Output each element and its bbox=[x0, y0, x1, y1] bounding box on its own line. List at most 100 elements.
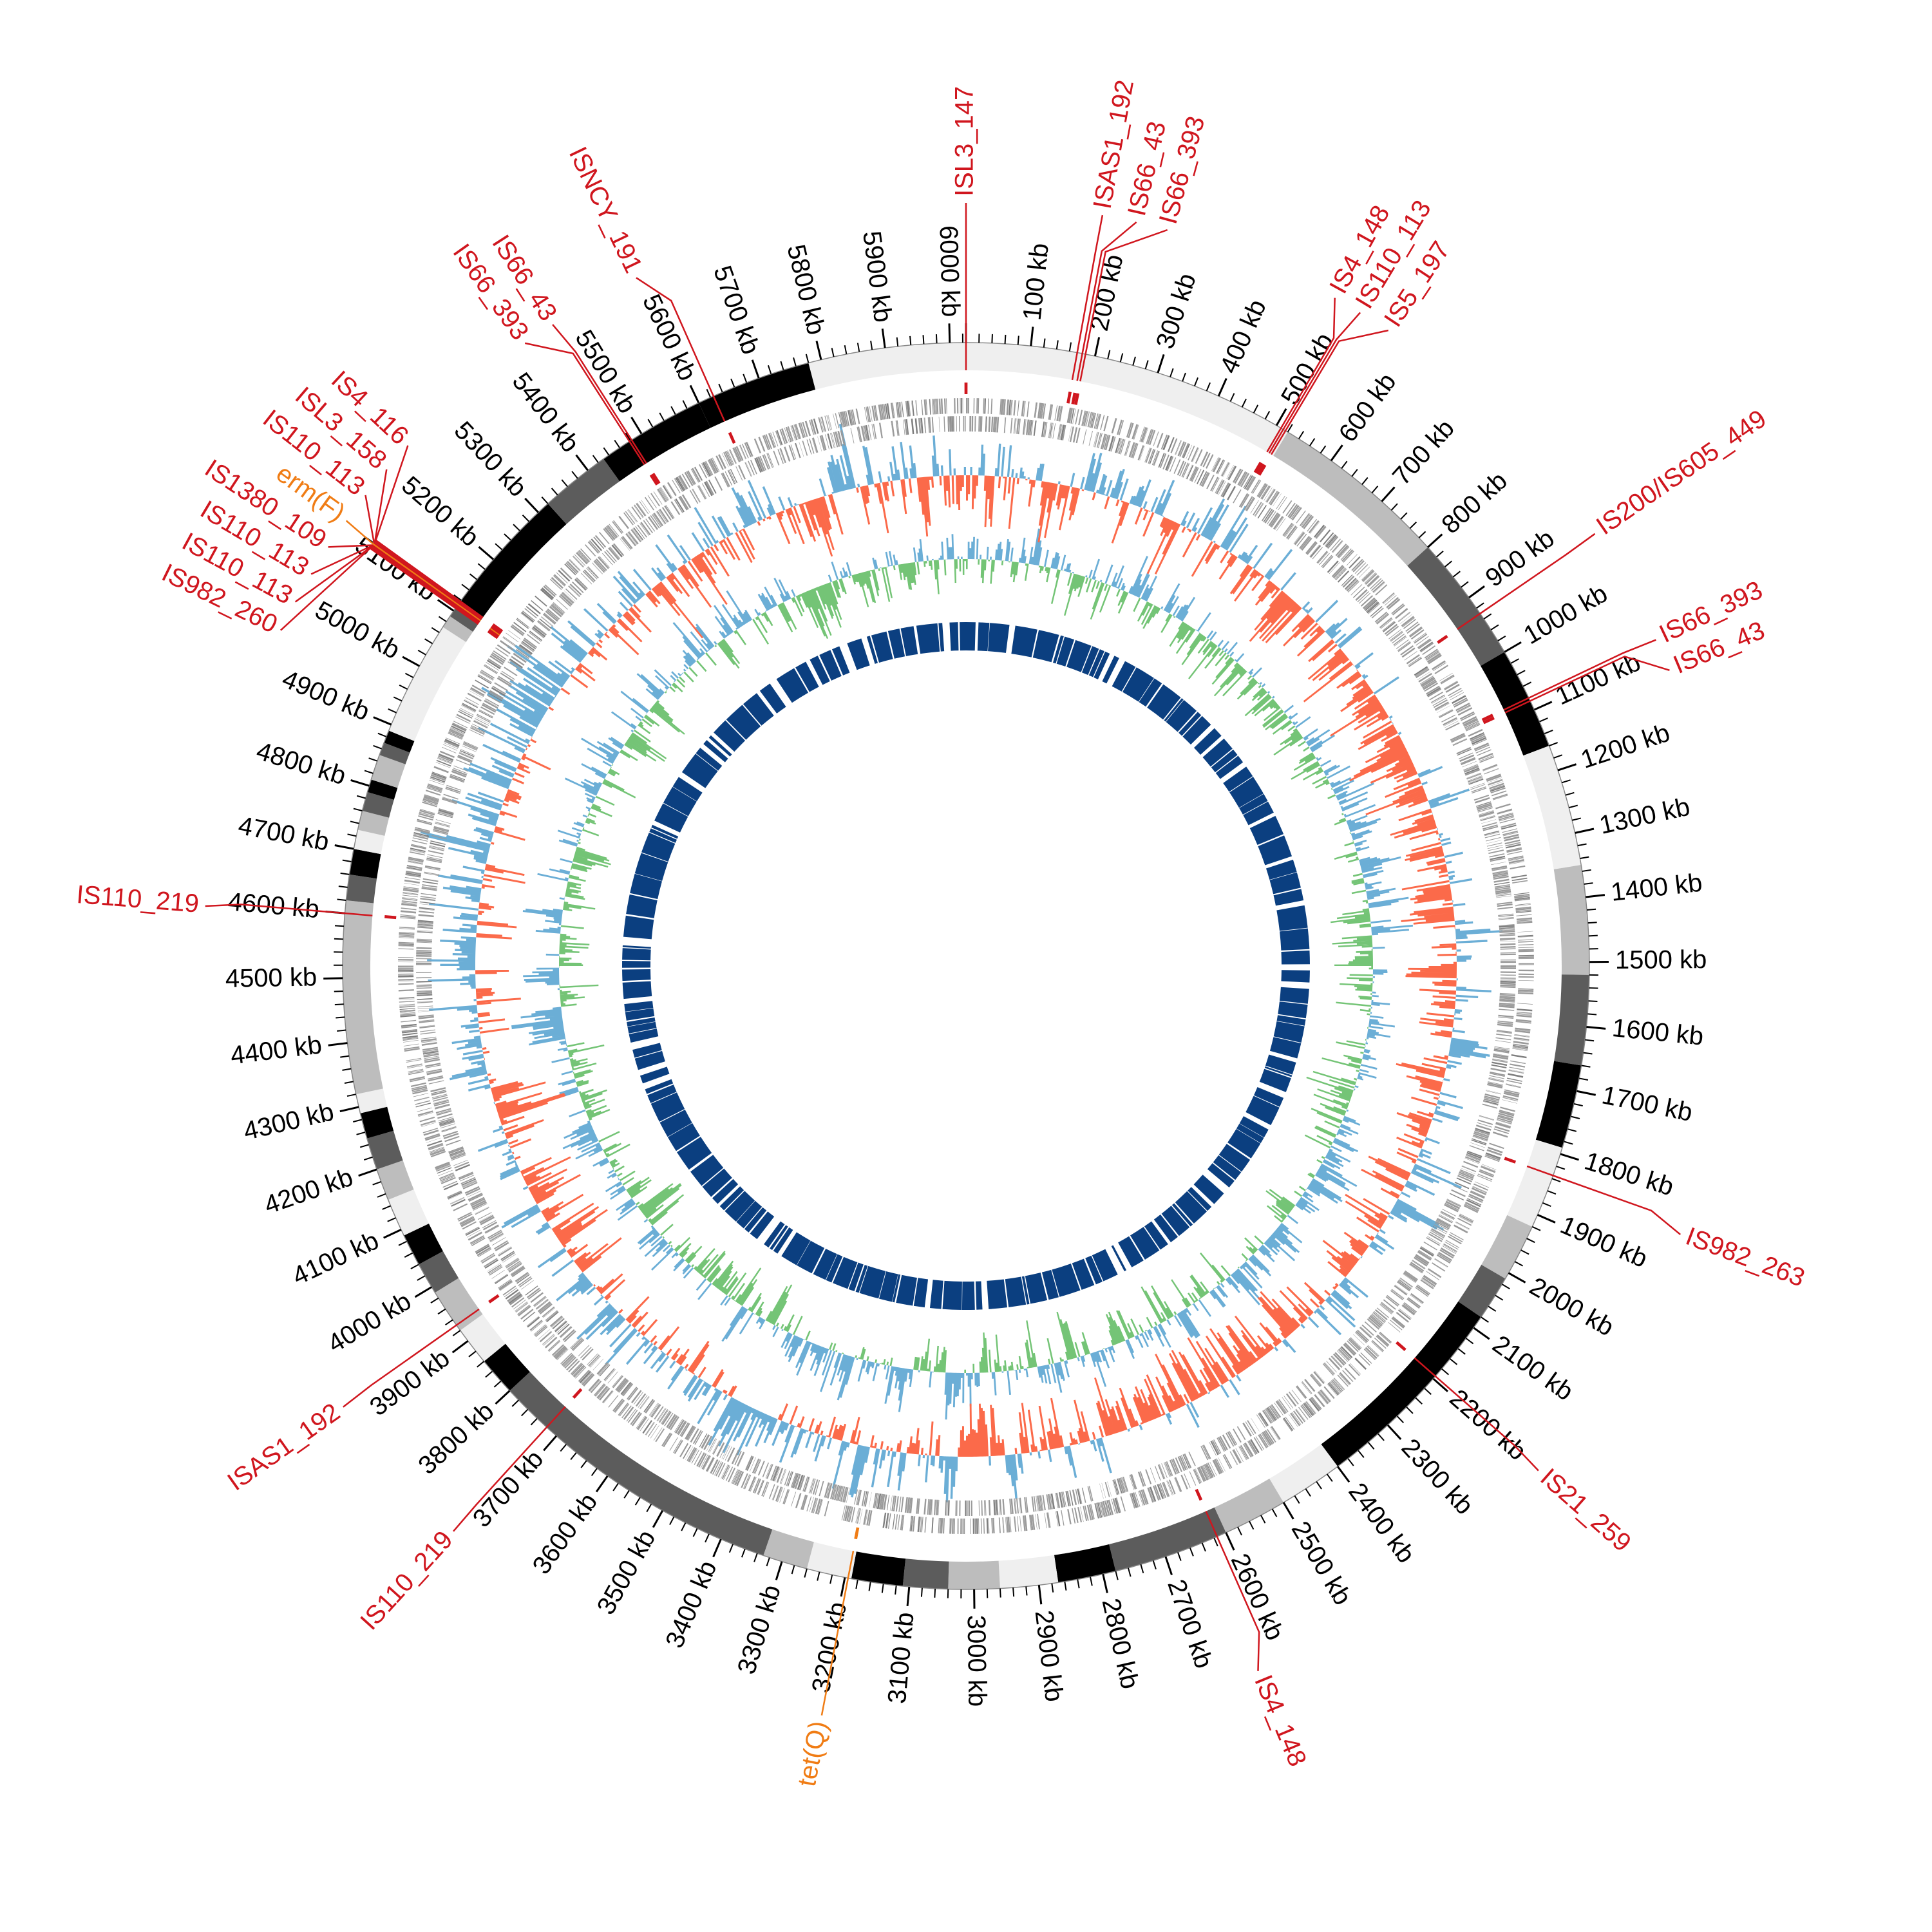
gene-mark bbox=[402, 1039, 419, 1043]
gene-mark bbox=[399, 1000, 415, 1003]
gene-mark bbox=[1296, 533, 1307, 547]
gene-mark bbox=[1430, 1230, 1444, 1239]
gene-mark bbox=[710, 1459, 719, 1474]
gene-mark bbox=[753, 1459, 761, 1474]
tick-label: 2900 kb bbox=[1030, 1609, 1068, 1703]
gene-mark bbox=[419, 1020, 435, 1023]
gene-mark bbox=[479, 709, 493, 717]
gene-mark bbox=[551, 1316, 564, 1328]
gene-mark bbox=[459, 752, 474, 759]
gene-mark bbox=[462, 743, 477, 751]
gene-mark bbox=[855, 408, 860, 424]
gene-mark bbox=[1486, 842, 1502, 847]
gene-mark bbox=[554, 1347, 567, 1358]
ideogram-band bbox=[806, 1542, 857, 1579]
gene-mark bbox=[419, 811, 435, 817]
gene-mark bbox=[1283, 1396, 1294, 1408]
gene-mark bbox=[1128, 422, 1134, 439]
major-tick bbox=[383, 1229, 402, 1239]
feature-position-mark bbox=[1071, 392, 1077, 405]
gene-mark bbox=[1245, 476, 1255, 490]
gene-mark bbox=[416, 980, 432, 983]
gene-mark bbox=[1250, 1439, 1260, 1454]
gene-mark bbox=[469, 726, 485, 735]
inner-band-segment bbox=[622, 945, 651, 949]
gene-mark bbox=[516, 618, 530, 628]
gene-mark bbox=[649, 1403, 659, 1417]
gene-mark bbox=[714, 1461, 722, 1476]
gene-mark bbox=[1421, 1278, 1435, 1288]
gene-mark bbox=[715, 455, 724, 470]
gene-mark bbox=[864, 425, 868, 441]
gene-mark bbox=[1325, 534, 1336, 547]
ideogram-band bbox=[902, 1558, 949, 1589]
gene-mark bbox=[620, 1381, 631, 1395]
gene-mark bbox=[1515, 909, 1531, 913]
gene-mark bbox=[1291, 1389, 1302, 1403]
gene-mark bbox=[1442, 1208, 1456, 1217]
gene-mark bbox=[1420, 642, 1434, 653]
gene-mark bbox=[1119, 439, 1124, 455]
gene-mark bbox=[1227, 465, 1235, 480]
gene-mark bbox=[679, 1443, 689, 1457]
gene-mark bbox=[1202, 1444, 1211, 1459]
gene-mark bbox=[1366, 601, 1379, 612]
gene-mark bbox=[1457, 707, 1473, 716]
gene-mark bbox=[1323, 1386, 1335, 1399]
gene-mark bbox=[1494, 882, 1510, 886]
gene-mark bbox=[1091, 413, 1097, 428]
gene-mark bbox=[1514, 1030, 1531, 1034]
gene-mark bbox=[738, 464, 746, 480]
gene-mark bbox=[1364, 1348, 1376, 1359]
gene-mark bbox=[1303, 516, 1314, 529]
gene-mark bbox=[564, 564, 576, 576]
gene-mark bbox=[407, 1065, 423, 1069]
minor-tick bbox=[1583, 1052, 1593, 1055]
gene-mark bbox=[612, 1375, 623, 1388]
ideogram-band bbox=[1507, 1139, 1562, 1227]
gene-mark bbox=[1472, 737, 1487, 745]
gene-mark bbox=[430, 776, 446, 783]
gene-mark bbox=[515, 649, 529, 659]
gene-mark bbox=[1376, 1336, 1388, 1347]
gene-mark bbox=[469, 690, 483, 699]
gene-mark bbox=[1514, 895, 1530, 899]
gene-mark bbox=[1444, 1241, 1459, 1250]
gene-mark bbox=[721, 473, 729, 488]
gene-mark bbox=[848, 1506, 852, 1522]
gene-mark bbox=[752, 1478, 760, 1493]
gene-mark bbox=[1339, 1372, 1351, 1385]
gene-mark bbox=[1505, 842, 1521, 847]
gene-mark bbox=[467, 1229, 481, 1238]
gene-mark bbox=[1055, 1493, 1059, 1509]
gene-mark bbox=[1499, 1110, 1515, 1117]
gene-mark bbox=[1311, 1374, 1321, 1387]
gene-mark bbox=[991, 1518, 993, 1534]
gene-mark bbox=[1161, 1463, 1168, 1478]
gene-mark bbox=[1401, 1305, 1414, 1316]
gene-mark bbox=[1261, 507, 1271, 522]
gene-mark bbox=[402, 1037, 419, 1040]
gene-mark bbox=[1229, 1431, 1238, 1445]
gene-mark bbox=[1490, 787, 1506, 794]
minor-tick bbox=[706, 388, 712, 398]
gene-mark bbox=[1227, 1432, 1236, 1446]
gene-mark bbox=[1078, 1488, 1083, 1504]
gene-mark bbox=[632, 528, 643, 541]
gene-mark bbox=[1481, 1165, 1496, 1171]
gene-mark bbox=[401, 1023, 417, 1027]
gene-mark bbox=[423, 797, 439, 803]
gene-mark bbox=[1500, 965, 1516, 966]
ideogram-band bbox=[1109, 1507, 1226, 1571]
inner-band-segment bbox=[1122, 667, 1154, 702]
gene-mark bbox=[429, 779, 444, 786]
gene-mark bbox=[438, 811, 453, 816]
gene-mark bbox=[1365, 573, 1378, 585]
inner-band-segment bbox=[1041, 1269, 1059, 1300]
minor-tick bbox=[399, 685, 408, 690]
gene-mark bbox=[1099, 1483, 1104, 1499]
gene-mark bbox=[1367, 1319, 1379, 1330]
gene-mark bbox=[1221, 462, 1230, 477]
gene-mark bbox=[404, 882, 420, 886]
gene-mark bbox=[1003, 399, 1006, 415]
